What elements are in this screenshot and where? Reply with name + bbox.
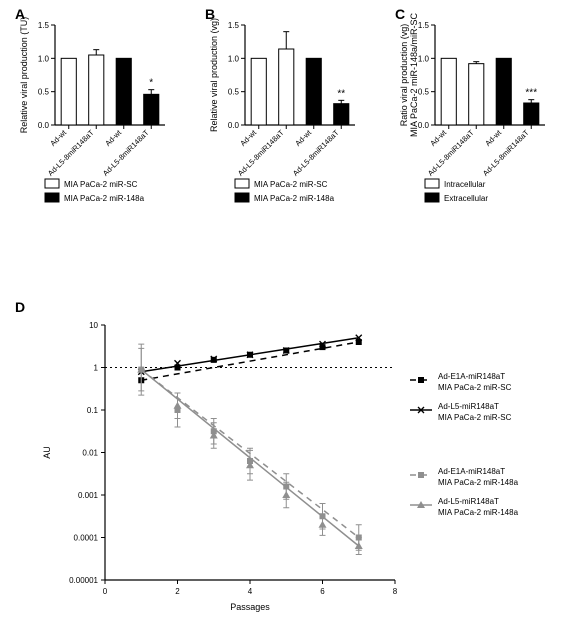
bar	[334, 104, 349, 125]
svg-text:0.00001: 0.00001	[69, 576, 98, 585]
svg-text:MIA PaCa-2 miR-148a: MIA PaCa-2 miR-148a	[254, 194, 335, 203]
svg-text:0: 0	[103, 587, 108, 596]
svg-text:Intracellular: Intracellular	[444, 180, 486, 189]
svg-text:MIA PaCa-2 miR-SC: MIA PaCa-2 miR-SC	[438, 413, 512, 422]
svg-text:0.01: 0.01	[82, 449, 98, 458]
svg-text:0.5: 0.5	[418, 88, 430, 97]
bar	[441, 58, 456, 125]
svg-text:Ad-L5-miR148aT: Ad-L5-miR148aT	[438, 497, 499, 506]
bar	[144, 94, 159, 125]
svg-text:*: *	[149, 78, 153, 89]
bar	[61, 58, 76, 125]
bar	[496, 58, 511, 125]
svg-text:1.5: 1.5	[418, 21, 430, 30]
svg-text:Relative viral production (TU): Relative viral production (TU)	[19, 17, 29, 134]
series	[138, 344, 362, 550]
svg-text:MIA PaCa-2 miR-148a: MIA PaCa-2 miR-148a	[438, 508, 519, 517]
svg-text:0.001: 0.001	[78, 491, 99, 500]
svg-text:Ratio viral production (vg): Ratio viral production (vg)	[399, 24, 409, 127]
svg-text:6: 6	[320, 587, 325, 596]
svg-text:0.0001: 0.0001	[74, 534, 99, 543]
svg-text:4: 4	[248, 587, 253, 596]
svg-text:1.0: 1.0	[38, 54, 50, 63]
svg-text:10: 10	[89, 321, 98, 330]
svg-text:1: 1	[94, 364, 99, 373]
svg-text:Relative viral production (vg): Relative viral production (vg)	[209, 18, 219, 132]
svg-text:Ad-wt: Ad-wt	[428, 127, 449, 148]
series	[137, 348, 363, 554]
svg-text:1.0: 1.0	[418, 54, 430, 63]
svg-text:D: D	[15, 299, 25, 315]
svg-text:0.1: 0.1	[87, 406, 99, 415]
svg-text:Ad-E1A-miR148aT: Ad-E1A-miR148aT	[438, 467, 505, 476]
svg-text:MIA PaCa-2 miR-148a/miR-SC: MIA PaCa-2 miR-148a/miR-SC	[409, 12, 419, 137]
svg-text:2: 2	[175, 587, 180, 596]
bar	[524, 103, 539, 125]
svg-text:Ad-wt: Ad-wt	[103, 127, 124, 148]
svg-text:***: ***	[525, 88, 537, 99]
svg-text:Extracellular: Extracellular	[444, 194, 488, 203]
svg-text:1.5: 1.5	[38, 21, 50, 30]
svg-text:MIA PaCa-2 miR-148a: MIA PaCa-2 miR-148a	[64, 194, 145, 203]
svg-text:0.5: 0.5	[228, 88, 240, 97]
svg-text:AU: AU	[42, 446, 52, 459]
svg-text:0.0: 0.0	[38, 121, 50, 130]
svg-text:Ad-wt: Ad-wt	[293, 127, 314, 148]
svg-text:Ad-wt: Ad-wt	[48, 127, 69, 148]
svg-text:MIA PaCa-2 miR-SC: MIA PaCa-2 miR-SC	[438, 383, 512, 392]
figure-svg: ARelative viral production (TU)0.00.51.0…	[0, 0, 579, 625]
svg-text:0.0: 0.0	[228, 121, 240, 130]
svg-text:MIA PaCa-2 miR-SC: MIA PaCa-2 miR-SC	[254, 180, 328, 189]
svg-text:MIA PaCa-2 miR-148a: MIA PaCa-2 miR-148a	[438, 478, 519, 487]
svg-text:Ad-wt: Ad-wt	[238, 127, 259, 148]
svg-text:C: C	[395, 6, 405, 22]
bar	[469, 64, 484, 125]
bar	[116, 58, 131, 125]
svg-text:**: **	[337, 88, 345, 99]
svg-text:Ad-L5-miR148aT: Ad-L5-miR148aT	[438, 402, 499, 411]
svg-text:0.0: 0.0	[418, 121, 430, 130]
bar	[251, 58, 266, 125]
svg-text:MIA PaCa-2 miR-SC: MIA PaCa-2 miR-SC	[64, 180, 138, 189]
bar	[306, 58, 321, 125]
bar	[89, 55, 104, 125]
bar	[279, 49, 294, 125]
svg-text:0.5: 0.5	[38, 88, 50, 97]
series	[138, 335, 362, 375]
svg-text:8: 8	[393, 587, 398, 596]
svg-text:Ad-wt: Ad-wt	[483, 127, 504, 148]
series	[138, 339, 362, 383]
svg-text:Ad-E1A-miR148aT: Ad-E1A-miR148aT	[438, 372, 505, 381]
svg-text:1.0: 1.0	[228, 54, 240, 63]
svg-text:Passages: Passages	[230, 602, 270, 612]
svg-text:1.5: 1.5	[228, 21, 240, 30]
